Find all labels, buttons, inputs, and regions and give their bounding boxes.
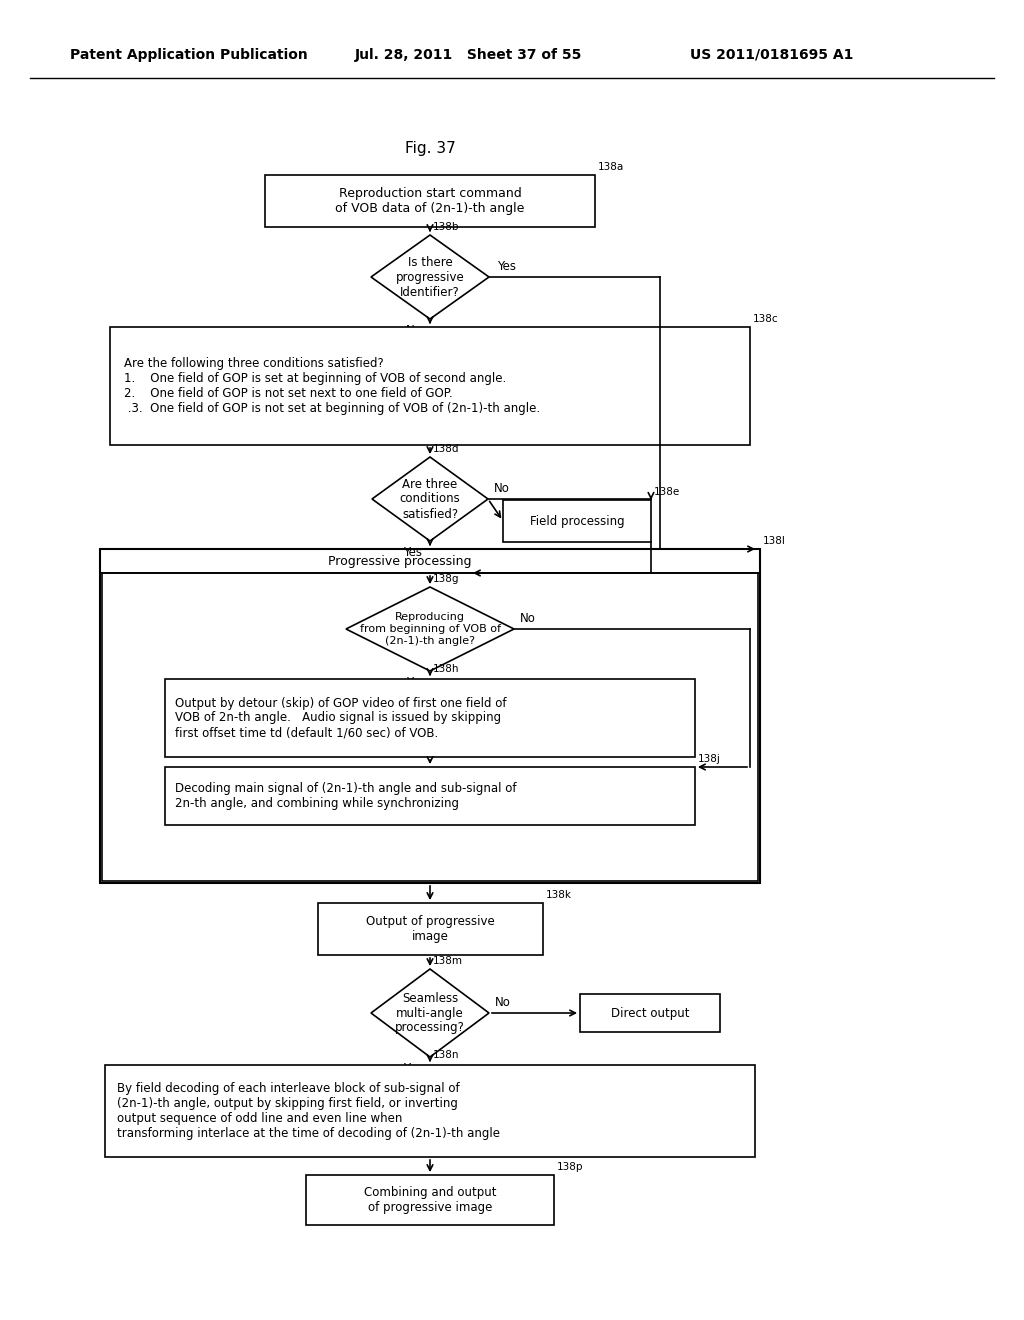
FancyBboxPatch shape <box>110 327 750 445</box>
Text: Progressive processing: Progressive processing <box>329 554 472 568</box>
Text: Direct output: Direct output <box>610 1006 689 1019</box>
Text: Output by detour (skip) of GOP video of first one field of
VOB of 2n-th angle.  : Output by detour (skip) of GOP video of … <box>175 697 507 739</box>
Text: By field decoding of each interleave block of sub-signal of
(2n-1)-th angle, out: By field decoding of each interleave blo… <box>117 1082 500 1140</box>
Text: 138e: 138e <box>654 487 680 498</box>
FancyBboxPatch shape <box>503 500 651 543</box>
Text: Combining and output
of progressive image: Combining and output of progressive imag… <box>364 1185 497 1214</box>
Text: Yes: Yes <box>497 260 516 273</box>
Text: No: No <box>495 997 511 1010</box>
Text: 138l: 138l <box>763 536 785 546</box>
Text: Patent Application Publication: Patent Application Publication <box>70 48 308 62</box>
FancyBboxPatch shape <box>100 549 760 883</box>
Text: US 2011/0181695 A1: US 2011/0181695 A1 <box>690 48 853 62</box>
Text: Seamless
multi-angle
processing?: Seamless multi-angle processing? <box>395 991 465 1035</box>
Text: No: No <box>494 483 510 495</box>
Text: Are three
conditions
satisfied?: Are three conditions satisfied? <box>399 478 461 520</box>
Text: Reproducing
from beginning of VOB of
(2n-1)-th angle?: Reproducing from beginning of VOB of (2n… <box>359 612 501 645</box>
Text: 138k: 138k <box>546 890 571 900</box>
Text: 138p: 138p <box>557 1162 584 1172</box>
Text: Yes: Yes <box>403 1063 422 1076</box>
FancyBboxPatch shape <box>265 176 595 227</box>
Text: 138d: 138d <box>433 444 460 454</box>
Polygon shape <box>371 969 489 1057</box>
Text: Are the following three conditions satisfied?
1.    One field of GOP is set at b: Are the following three conditions satis… <box>124 356 540 414</box>
FancyBboxPatch shape <box>580 994 720 1032</box>
Text: Output of progressive
image: Output of progressive image <box>366 915 495 942</box>
Text: 138h: 138h <box>433 664 460 675</box>
Text: 138a: 138a <box>598 162 625 172</box>
Text: Decoding main signal of (2n-1)-th angle and sub-signal of
2n-th angle, and combi: Decoding main signal of (2n-1)-th angle … <box>175 781 516 810</box>
Polygon shape <box>371 235 489 319</box>
Text: 138j: 138j <box>698 754 721 764</box>
Text: Is there
progressive
Identifier?: Is there progressive Identifier? <box>395 256 464 298</box>
FancyBboxPatch shape <box>306 1175 554 1225</box>
Text: 138m: 138m <box>433 956 463 966</box>
Text: No: No <box>407 325 422 338</box>
Text: 138c: 138c <box>753 314 778 323</box>
Text: Field processing: Field processing <box>529 515 625 528</box>
FancyBboxPatch shape <box>165 767 695 825</box>
Text: Fig. 37: Fig. 37 <box>404 140 456 156</box>
Text: Reproduction start command
of VOB data of (2n-1)-th angle: Reproduction start command of VOB data o… <box>335 187 524 215</box>
FancyBboxPatch shape <box>165 678 695 756</box>
Text: 138n: 138n <box>433 1049 460 1060</box>
FancyBboxPatch shape <box>317 903 543 954</box>
Text: Jul. 28, 2011   Sheet 37 of 55: Jul. 28, 2011 Sheet 37 of 55 <box>355 48 583 62</box>
Polygon shape <box>372 457 488 541</box>
Polygon shape <box>346 587 514 671</box>
Text: Yes: Yes <box>403 546 422 560</box>
Text: 138b: 138b <box>433 222 460 232</box>
Text: 138g: 138g <box>433 574 460 583</box>
Text: Yes: Yes <box>406 676 425 689</box>
FancyBboxPatch shape <box>102 573 758 880</box>
FancyBboxPatch shape <box>105 1065 755 1158</box>
Text: No: No <box>520 612 536 626</box>
